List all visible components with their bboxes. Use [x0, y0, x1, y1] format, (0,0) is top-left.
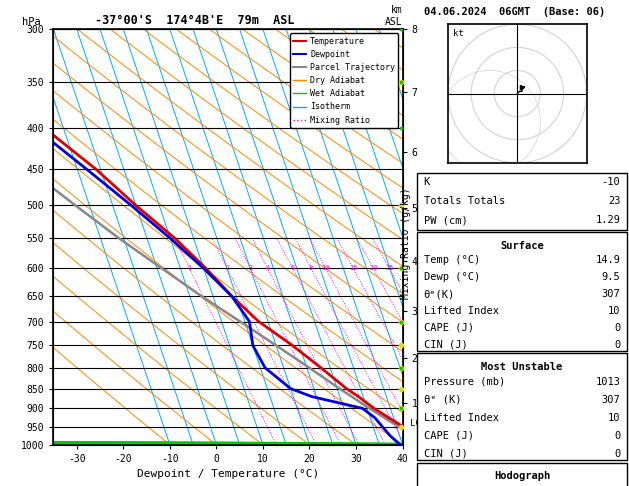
- Text: CIN (J): CIN (J): [424, 340, 467, 350]
- Text: 0: 0: [614, 431, 620, 441]
- Text: -10: -10: [602, 177, 620, 187]
- Text: 1: 1: [187, 265, 192, 271]
- Text: Hodograph: Hodograph: [494, 471, 550, 482]
- Text: Dewp (°C): Dewp (°C): [424, 272, 480, 282]
- Text: 20: 20: [369, 265, 377, 271]
- Text: 15: 15: [349, 265, 357, 271]
- Text: 23: 23: [608, 196, 620, 206]
- Text: 1013: 1013: [596, 377, 620, 387]
- Text: 0: 0: [614, 449, 620, 459]
- Text: 25: 25: [385, 265, 394, 271]
- Text: 4: 4: [265, 265, 270, 271]
- Bar: [417, 353, 627, 460]
- Bar: [417, 173, 627, 230]
- Text: 10: 10: [321, 265, 330, 271]
- Text: 10: 10: [608, 413, 620, 423]
- Text: 3: 3: [248, 265, 253, 271]
- Text: CAPE (J): CAPE (J): [424, 431, 474, 441]
- Legend: Temperature, Dewpoint, Parcel Trajectory, Dry Adiabat, Wet Adiabat, Isotherm, Mi: Temperature, Dewpoint, Parcel Trajectory…: [290, 34, 398, 128]
- Text: 6: 6: [291, 265, 295, 271]
- Text: kt: kt: [453, 29, 464, 38]
- Text: θᵉ(K): θᵉ(K): [424, 289, 455, 299]
- Text: 0: 0: [614, 323, 620, 333]
- Text: hPa: hPa: [22, 17, 41, 27]
- Text: PW (cm): PW (cm): [424, 215, 467, 226]
- Text: 04.06.2024  06GMT  (Base: 06): 04.06.2024 06GMT (Base: 06): [424, 7, 605, 17]
- X-axis label: Dewpoint / Temperature (°C): Dewpoint / Temperature (°C): [137, 469, 319, 479]
- Text: 0: 0: [614, 340, 620, 350]
- Text: 307: 307: [602, 395, 620, 405]
- Text: 1.29: 1.29: [596, 215, 620, 226]
- Text: Totals Totals: Totals Totals: [424, 196, 505, 206]
- Text: 307: 307: [602, 289, 620, 299]
- Text: 9.5: 9.5: [602, 272, 620, 282]
- Bar: [417, 463, 627, 486]
- Text: K: K: [424, 177, 430, 187]
- Text: 10: 10: [608, 306, 620, 316]
- Text: CAPE (J): CAPE (J): [424, 323, 474, 333]
- Bar: [417, 232, 627, 351]
- Text: LCL: LCL: [409, 419, 426, 428]
- Text: 2: 2: [225, 265, 230, 271]
- Text: Pressure (mb): Pressure (mb): [424, 377, 505, 387]
- Text: Lifted Index: Lifted Index: [424, 413, 499, 423]
- Text: Mixing Ratio (g/kg): Mixing Ratio (g/kg): [401, 187, 411, 299]
- Text: Surface: Surface: [500, 241, 544, 251]
- Text: Temp (°C): Temp (°C): [424, 255, 480, 265]
- Text: -37°00'S  174°4B'E  79m  ASL: -37°00'S 174°4B'E 79m ASL: [96, 14, 295, 27]
- Text: km
ASL: km ASL: [385, 5, 403, 27]
- Text: CIN (J): CIN (J): [424, 449, 467, 459]
- Text: 8: 8: [309, 265, 313, 271]
- Text: θᵉ (K): θᵉ (K): [424, 395, 461, 405]
- Text: Lifted Index: Lifted Index: [424, 306, 499, 316]
- Text: Most Unstable: Most Unstable: [481, 362, 563, 372]
- Text: 14.9: 14.9: [596, 255, 620, 265]
